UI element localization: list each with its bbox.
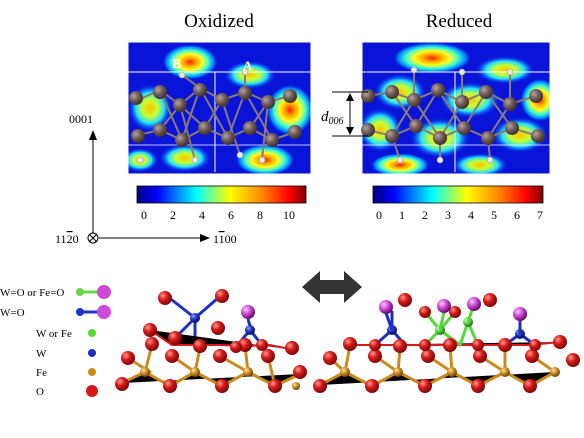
oxidized-colorbar (136, 185, 307, 204)
reduced-heatmap (362, 42, 550, 174)
oxidized-colorbar-tick-5: 10 (283, 208, 295, 222)
reduced-colorbar-tick-0: 0 (376, 208, 382, 222)
legend-bond-oxygen (97, 285, 111, 299)
atom-legend: W=O or Fe=O W=O W or Fe W Fe O (0, 285, 111, 398)
horizontal-label-pre: 1 (213, 232, 219, 246)
reduced-colorbar (372, 185, 544, 204)
reduced-lattice (361, 66, 545, 164)
oxidized-lattice (129, 68, 302, 164)
legend-item: Fe (36, 367, 96, 379)
legend-label: W=O or Fe=O (0, 287, 64, 299)
reduced-slab (313, 293, 580, 393)
origin-label-bar: 2 (67, 232, 73, 246)
reduced-title: Reduced (426, 11, 493, 32)
oxidized-colorbar-tick-1: 2 (170, 208, 176, 222)
origin-label-pre: 11 (55, 232, 67, 246)
reduced-colorbar-tick-1: 1 (399, 208, 405, 222)
horizontal-label-post: 00 (225, 232, 237, 246)
reduced-colorbar-tick-7: 7 (537, 208, 543, 222)
reduced-colorbar-tick-2: 2 (422, 208, 428, 222)
axis-horizontal-label: 1100 (213, 232, 237, 246)
legend-label: W or Fe (36, 328, 72, 340)
axis-origin-label: 1120 (55, 232, 79, 246)
oxidized-slab (115, 289, 307, 393)
spacing-marker (332, 91, 368, 137)
legend-item: W=O (0, 305, 111, 319)
oxidized-colorbar-tick-0: 0 (141, 208, 147, 222)
orientation-axes (87, 130, 210, 244)
legend-bond-atom (76, 308, 84, 316)
oxidized-colorbar-tick-2: 4 (199, 208, 205, 222)
legend-label: W (36, 348, 47, 360)
legend-item: W or Fe (36, 328, 96, 340)
axis-vertical-label: 0001 (69, 112, 93, 126)
legend-label: Fe (36, 367, 47, 379)
legend-atom (86, 385, 98, 397)
double-arrow-icon (302, 271, 362, 303)
legend-atom (88, 329, 96, 337)
site-b-label: B (172, 57, 181, 72)
oxidized-colorbar-tick-4: 8 (257, 208, 263, 222)
site-a-label: A (243, 58, 253, 73)
legend-bond-oxygen (97, 305, 111, 319)
legend-item: W (36, 348, 96, 360)
spacing-label: d006 (321, 109, 344, 127)
reduced-colorbar-ticks: 0 1 2 3 4 5 6 7 (376, 208, 543, 222)
reduced-colorbar-tick-5: 5 (491, 208, 497, 222)
origin-label-post: 0 (73, 232, 79, 246)
oxidized-title: Oxidized (184, 11, 254, 32)
reduced-colorbar-tick-6: 6 (514, 208, 520, 222)
legend-item: O (36, 385, 98, 398)
reduced-colorbar-tick-3: 3 (445, 208, 451, 222)
oxidized-colorbar-ticks: 0 2 4 6 8 10 (141, 208, 295, 222)
legend-label: W=O (0, 307, 25, 319)
legend-bond-atom (76, 288, 84, 296)
reduced-colorbar-tick-4: 4 (468, 208, 474, 222)
legend-atom (88, 368, 96, 376)
legend-label: O (36, 386, 44, 398)
oxidized-heatmap (128, 42, 311, 174)
horizontal-label-bar: 1 (219, 232, 225, 246)
legend-atom (88, 349, 96, 357)
oxidized-colorbar-tick-3: 6 (228, 208, 234, 222)
spacing-subscript: 006 (329, 116, 344, 127)
legend-item: W=O or Fe=O (0, 285, 111, 299)
spacing-symbol: d (321, 109, 329, 125)
